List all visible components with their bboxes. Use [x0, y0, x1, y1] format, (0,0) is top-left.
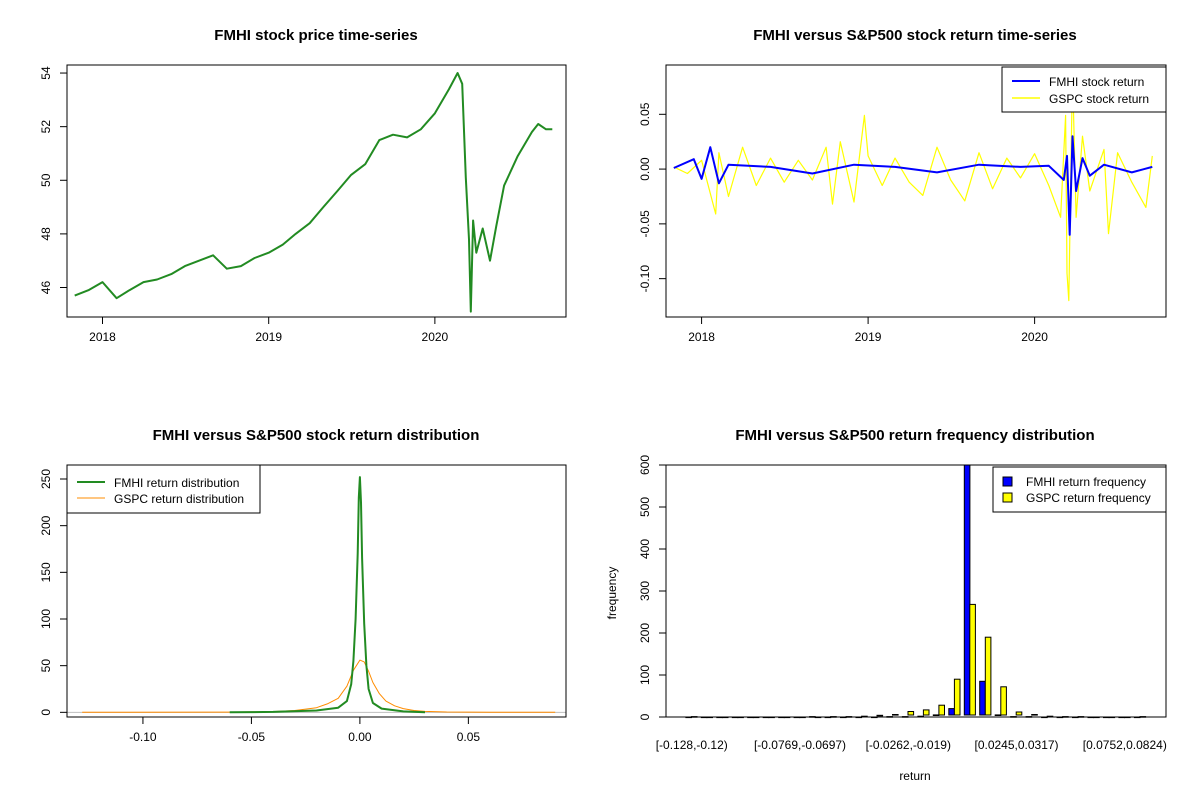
price-chart-title: FMHI stock price time-series: [214, 27, 417, 44]
gspc-frequency-bar: [892, 714, 899, 716]
y-tick-label: 200: [39, 515, 53, 535]
fmhi-frequency-bar: [994, 714, 1002, 717]
gspc-frequency-bar: [922, 709, 930, 716]
frequency-y-axis-label: frequency: [605, 567, 619, 620]
frequency-panel: FMHI versus S&P500 return frequency dist…: [605, 427, 1167, 783]
x-tick-label: 2018: [688, 330, 715, 344]
legend-swatch-gspc: [1002, 492, 1013, 503]
legend-box: [992, 466, 1167, 513]
legend-label-gspc: GSPC return frequency: [1026, 491, 1151, 505]
x-tick-label: 2020: [1021, 330, 1048, 344]
frequency-legend: FMHI return frequency GSPC return freque…: [992, 466, 1167, 513]
y-tick-label: 50: [39, 659, 53, 673]
y-tick-label: 400: [638, 539, 652, 559]
legend-label-gspc: GSPC stock return: [1049, 92, 1149, 106]
distribution-plot-frame: [66, 464, 567, 718]
gspc-density-line: [82, 659, 556, 713]
legend-box: [1001, 66, 1167, 113]
y-tick-label: 150: [39, 562, 53, 582]
x-tick-label: 2020: [422, 330, 449, 344]
x-tick-label: 2019: [255, 330, 282, 344]
gspc-frequency-bar: [969, 603, 976, 716]
x-tick-label: -0.10: [129, 730, 157, 744]
frequency-chart-title: FMHI versus S&P500 return frequency dist…: [735, 427, 1094, 444]
legend-label-fmhi: FMHI return frequency: [1026, 475, 1146, 489]
fmhi-frequency-bar: [979, 680, 986, 716]
gspc-frequency-bar: [907, 711, 915, 716]
return-ts-chart-title: FMHI versus S&P500 stock return time-ser…: [753, 27, 1076, 44]
frequency-plot-frame: [665, 464, 1167, 718]
x-tick-label: 2019: [855, 330, 882, 344]
y-tick-label: 0.00: [638, 157, 652, 181]
gspc-frequency-bar: [876, 714, 884, 717]
y-tick-label: -0.05: [638, 210, 652, 238]
price-plot-frame: [66, 64, 567, 318]
y-tick-label: 500: [638, 497, 652, 517]
x-tick-label: 0.00: [348, 730, 372, 744]
frequency-x-axis-label: return: [899, 769, 930, 783]
y-tick-label: 52: [39, 120, 53, 134]
gspc-frequency-bar: [1015, 711, 1023, 716]
gspc-frequency-bar: [953, 678, 961, 716]
distribution-panel: FMHI versus S&P500 stock return distribu…: [39, 427, 567, 744]
x-tick-label: 0.05: [457, 730, 481, 744]
y-tick-label: 50: [39, 173, 53, 187]
y-tick-label: 54: [39, 66, 53, 80]
y-tick-label: 300: [638, 581, 652, 601]
y-tick-label: 100: [638, 665, 652, 685]
return-ts-legend: FMHI stock return GSPC stock return: [1001, 66, 1167, 113]
y-tick-label: 100: [39, 609, 53, 629]
x-tick-label: [-0.0262,-0.019): [866, 738, 951, 752]
fmhi-frequency-bar: [932, 714, 940, 717]
y-tick-label: 0: [638, 713, 652, 720]
legend-label-fmhi: FMHI return distribution: [114, 476, 239, 490]
legend-label-fmhi: FMHI stock return: [1049, 75, 1144, 89]
return-ts-panel: FMHI versus S&P500 stock return time-ser…: [638, 27, 1167, 344]
fmhi-return-line: [673, 135, 1153, 236]
legend-box: [66, 464, 261, 514]
y-tick-label: 46: [39, 281, 53, 295]
gspc-return-line: [673, 69, 1153, 302]
legend-label-gspc: GSPC return distribution: [114, 492, 244, 506]
return-ts-plot-frame: [665, 64, 1167, 318]
fmhi-density-line: [229, 476, 426, 714]
y-tick-label: 250: [39, 469, 53, 489]
gspc-frequency-bar: [1031, 714, 1038, 716]
price-panel: FMHI stock price time-series 2018 2019 202…: [39, 27, 567, 344]
y-tick-label: 600: [638, 455, 652, 475]
legend-swatch-fmhi: [1002, 476, 1013, 487]
y-tick-label: 0.05: [638, 102, 652, 126]
x-tick-label: -0.05: [238, 730, 266, 744]
gspc-frequency-bar: [1000, 686, 1007, 716]
x-tick-label: 2018: [89, 330, 116, 344]
y-tick-label: -0.10: [638, 265, 652, 293]
distribution-chart-title: FMHI versus S&P500 stock return distribu…: [153, 427, 480, 444]
price-series-line: [74, 72, 553, 313]
fmhi-frequency-bar: [963, 464, 971, 716]
x-tick-label: [0.0752,0.0824): [1083, 738, 1167, 752]
gspc-frequency-bar: [938, 704, 946, 716]
y-tick-label: 0: [39, 709, 53, 716]
y-tick-label: 48: [39, 227, 53, 241]
x-tick-label: [-0.128,-0.12): [656, 738, 728, 752]
y-tick-label: 200: [638, 623, 652, 643]
distribution-legend: FMHI return distribution GSPC return dis…: [66, 464, 261, 514]
gspc-frequency-bar: [984, 636, 992, 716]
fmhi-frequency-bar: [948, 708, 955, 716]
x-tick-label: [-0.0769,-0.0697): [754, 738, 846, 752]
x-tick-label: [0.0245,0.0317): [974, 738, 1058, 752]
